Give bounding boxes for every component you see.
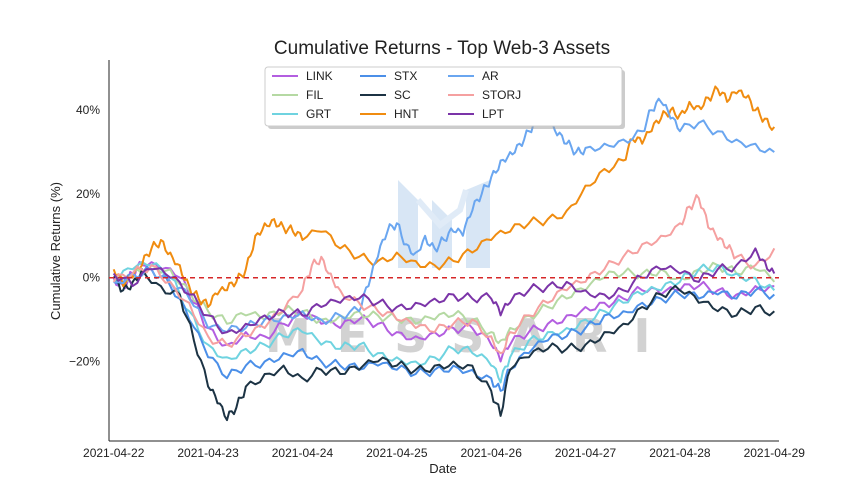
x-tick-label: 2021-04-23: [177, 446, 239, 460]
legend-label: STX: [394, 69, 417, 83]
x-tick-label: 2021-04-25: [366, 446, 428, 460]
y-axis-label: Cumulative Returns (%): [48, 182, 63, 320]
legend-label: HNT: [394, 107, 419, 121]
legend-label: GRT: [306, 107, 332, 121]
series-line-lpt: [112, 247, 776, 335]
series-line-sc: [113, 268, 775, 422]
y-tick-label: 0%: [83, 271, 101, 285]
legend-item-ar: AR: [448, 69, 499, 83]
legend-item-grt: GRT: [272, 107, 332, 121]
y-tick-labels: −20% 0% 20% 40%: [69, 103, 100, 368]
legend-item-stx: STX: [360, 69, 417, 83]
legend-label: LINK: [306, 69, 333, 83]
legend-item-hnt: HNT: [360, 107, 419, 121]
legend-label: AR: [482, 69, 499, 83]
legend-item-fil: FIL: [272, 88, 324, 102]
x-tick-label: 2021-04-26: [460, 446, 522, 460]
series-lines: [112, 85, 776, 422]
legend-label: LPT: [482, 107, 505, 121]
legend-box: [264, 66, 623, 127]
y-tick-label: 40%: [76, 103, 100, 117]
x-tick-label: 2021-04-29: [744, 446, 806, 460]
x-tick-label: 2021-04-22: [83, 446, 145, 460]
series-line-grt: [113, 260, 776, 384]
x-tick-label: 2021-04-24: [272, 446, 334, 460]
legend-item-lpt: LPT: [448, 107, 505, 121]
series-line-hnt: [112, 85, 776, 308]
x-tick-label: 2021-04-28: [649, 446, 711, 460]
y-tick-label: 20%: [76, 187, 100, 201]
series-line-stx: [113, 265, 775, 392]
x-tick-labels: 2021-04-22 2021-04-23 2021-04-24 2021-04-25…: [83, 446, 805, 460]
series-line-storj: [112, 194, 776, 355]
legend-item-storj: STORJ: [448, 88, 521, 102]
legend: LINK FIL GRT STX SC HNT AR STORJ LPT: [264, 66, 625, 129]
y-tick-label: −20%: [69, 354, 100, 368]
watermark-logo: [398, 180, 490, 268]
x-tick-label: 2021-04-27: [555, 446, 617, 460]
legend-item-sc: SC: [360, 88, 411, 102]
x-axis-label: Date: [429, 461, 456, 476]
legend-label: FIL: [306, 88, 324, 102]
legend-label: STORJ: [482, 88, 521, 102]
legend-item-link: LINK: [272, 69, 333, 83]
legend-label: SC: [394, 88, 411, 102]
chart-title: Cumulative Returns - Top Web-3 Assets: [274, 38, 610, 59]
